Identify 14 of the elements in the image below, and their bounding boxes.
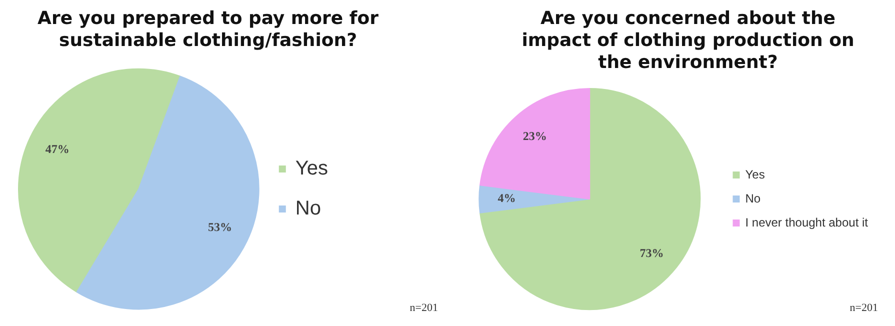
legend-label: Yes <box>745 167 765 182</box>
legend-label: No <box>295 198 321 220</box>
legend-label: Yes <box>295 158 328 180</box>
data-label: 53% <box>208 220 232 234</box>
data-label: 4% <box>498 191 516 206</box>
legend-label: I never thought about it <box>745 215 869 230</box>
chart-title: Are you concerned about the impact of clothing production on the environment? <box>520 8 856 74</box>
legend-label: No <box>745 191 761 206</box>
text: n=201 <box>850 302 878 314</box>
text: n=201 <box>410 302 438 314</box>
data-label: 73% <box>640 246 664 260</box>
chart-title: Are you prepared to pay more for sustainable clothing/fashion? <box>36 8 380 52</box>
data-label: 23% <box>522 128 547 143</box>
data-label: 47% <box>45 142 70 156</box>
